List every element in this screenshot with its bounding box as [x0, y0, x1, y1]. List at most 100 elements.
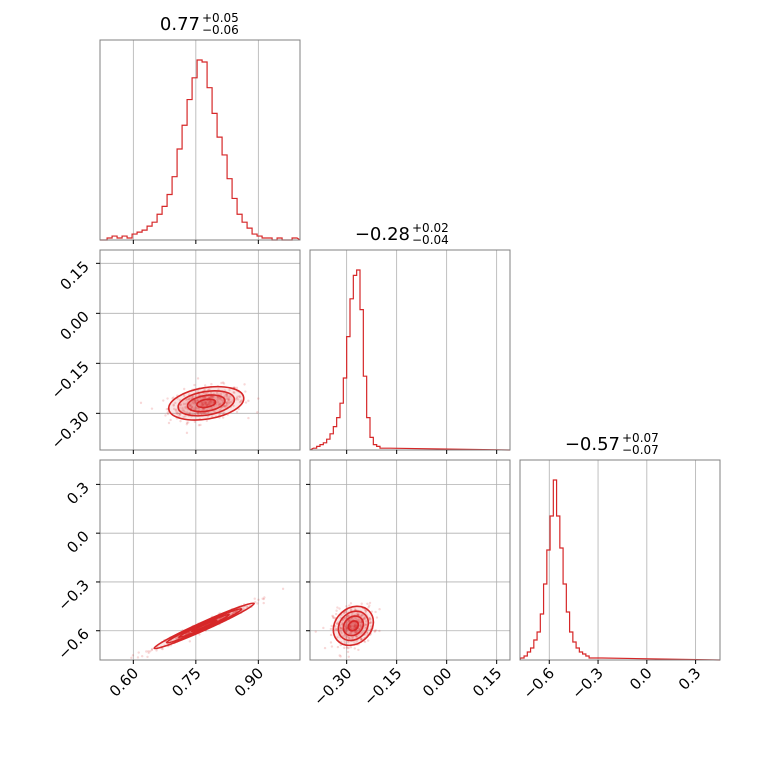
sample-point: [359, 638, 363, 641]
sample-point: [203, 384, 207, 387]
x-tick-label: 0.60: [106, 664, 142, 700]
sample-point: [363, 616, 366, 620]
sample-point: [225, 401, 228, 405]
param-title-plus: +0.05: [202, 11, 239, 25]
sample-point: [198, 397, 202, 400]
sample-point: [247, 416, 250, 420]
sample-point: [205, 392, 208, 395]
sample-point: [235, 398, 238, 401]
sample-point: [353, 624, 356, 627]
sample-point: [349, 609, 353, 612]
sample-point: [253, 597, 256, 600]
sample-point: [218, 412, 221, 415]
sample-point: [209, 400, 212, 404]
sample-point: [218, 408, 222, 412]
panel-frame-1-1: [309, 249, 511, 451]
sample-point: [339, 643, 342, 647]
sample-point: [329, 633, 333, 637]
sample-point: [333, 616, 336, 620]
sample-point: [209, 396, 212, 399]
sample-point: [171, 397, 174, 400]
density-contour: [186, 394, 226, 413]
sample-point: [345, 630, 348, 633]
sample-point: [204, 402, 208, 405]
sample-point: [363, 608, 367, 612]
sample-point: [215, 391, 219, 395]
panel-frame-0-2: [99, 459, 301, 661]
sample-point: [193, 383, 196, 387]
sample-point: [150, 648, 154, 652]
hist-2: [519, 479, 721, 661]
sample-point: [191, 405, 194, 409]
sample-point: [344, 626, 348, 630]
sample-point: [347, 640, 350, 644]
sample-point: [341, 623, 344, 626]
sample-point: [329, 627, 333, 631]
sample-point: [175, 412, 179, 415]
sample-point: [329, 641, 333, 644]
sample-point: [223, 404, 226, 407]
sample-point: [182, 415, 185, 419]
sample-point: [369, 625, 373, 628]
sample-point: [194, 401, 197, 404]
sample-point: [194, 401, 197, 405]
sample-point: [350, 608, 353, 611]
sample-point: [187, 421, 190, 424]
sample-point: [330, 624, 333, 628]
sample-point: [208, 403, 212, 406]
sample-point: [334, 612, 338, 616]
sample-point: [190, 395, 194, 399]
sample-point: [174, 409, 177, 412]
param-title-median: 0.77: [160, 14, 200, 35]
sample-point: [348, 626, 352, 629]
sample-point: [204, 402, 207, 405]
sample-point: [348, 604, 351, 607]
sample-point: [222, 411, 226, 414]
sample-point: [243, 383, 246, 386]
sample-point: [149, 650, 152, 653]
sample-point: [232, 390, 235, 394]
sample-point: [221, 381, 225, 384]
sample-point: [233, 391, 236, 394]
sample-point: [354, 616, 357, 620]
sample-point: [192, 400, 195, 404]
sample-point: [343, 641, 347, 645]
sample-point: [341, 621, 344, 624]
sample-point: [234, 610, 237, 614]
sample-point: [262, 597, 266, 601]
sample-point: [359, 624, 362, 628]
y-tick-label: 0.00: [56, 307, 92, 343]
sample-point: [331, 614, 334, 618]
sample-point: [219, 392, 223, 396]
sample-point: [219, 402, 222, 406]
density-contour: [165, 607, 243, 644]
sample-point: [210, 401, 213, 405]
x-tick-label: −0.15: [360, 664, 405, 709]
sample-point: [185, 431, 189, 435]
sample-point: [197, 424, 201, 427]
sample-point: [216, 396, 219, 399]
sample-point: [220, 381, 223, 385]
sample-point: [202, 403, 205, 407]
sample-point: [162, 399, 165, 402]
sample-point: [182, 409, 186, 412]
sample-point: [339, 626, 342, 630]
sample-point: [203, 396, 206, 399]
sample-point: [361, 614, 364, 617]
sample-point: [228, 388, 231, 392]
sample-point: [350, 627, 354, 631]
sample-point: [182, 402, 186, 406]
sample-point: [378, 608, 381, 611]
sample-point: [185, 423, 189, 426]
sample-point: [350, 624, 354, 627]
sample-point: [353, 622, 356, 625]
sample-point: [226, 403, 229, 406]
sample-point: [366, 632, 369, 635]
sample-point: [166, 412, 170, 416]
sample-point: [172, 396, 175, 399]
param-title-minus: −0.07: [622, 443, 659, 457]
sample-point: [256, 411, 259, 414]
sample-point: [206, 403, 210, 406]
sample-point: [210, 406, 213, 410]
